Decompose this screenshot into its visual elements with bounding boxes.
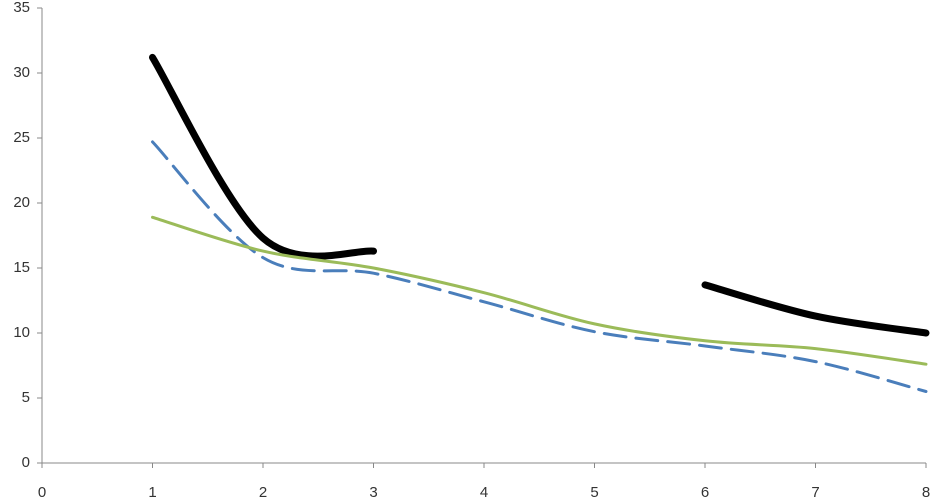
x-tick-label: 7	[811, 484, 819, 501]
x-tick-label: 5	[590, 484, 598, 501]
x-tick-label: 3	[369, 484, 377, 501]
y-tick-label: 30	[13, 64, 30, 81]
x-tick-label: 1	[148, 484, 156, 501]
y-tick-label: 0	[22, 454, 30, 471]
y-tick-label: 25	[13, 129, 30, 146]
x-tick-label: 2	[259, 484, 267, 501]
series-line	[151, 140, 928, 393]
y-tick-label: 15	[13, 259, 30, 276]
x-tick-label: 0	[38, 484, 46, 501]
y-tick-label: 10	[13, 324, 30, 341]
series-line	[149, 53, 930, 337]
y-tick-label: 20	[13, 194, 30, 211]
series-line	[151, 215, 928, 366]
x-tick-label: 8	[922, 484, 930, 501]
y-tick-label: 35	[13, 0, 30, 16]
x-tick-label: 4	[480, 484, 488, 501]
x-tick-label: 6	[701, 484, 709, 501]
y-tick-label: 5	[22, 389, 30, 406]
